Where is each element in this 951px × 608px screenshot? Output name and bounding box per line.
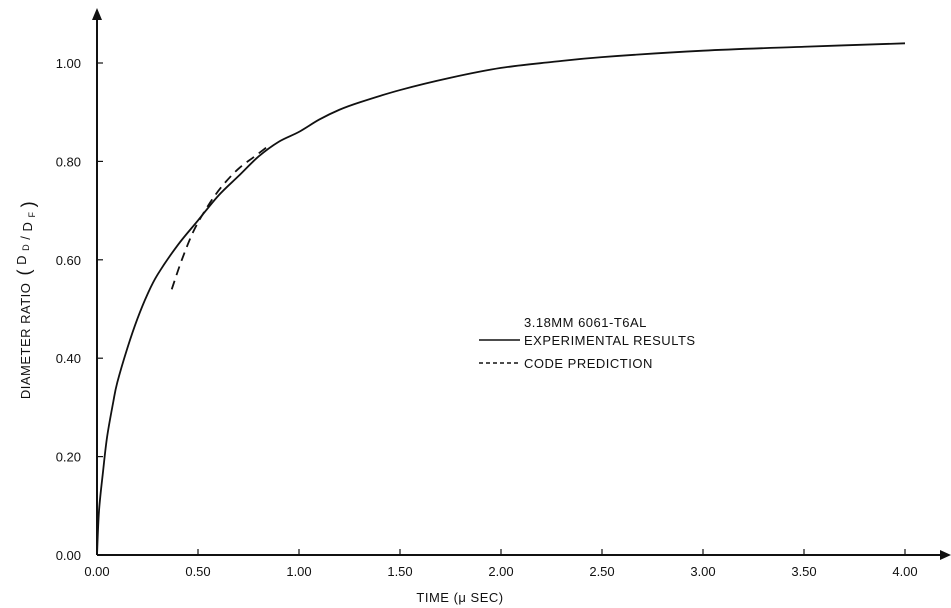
x-tick-label: 0.00 [84,564,109,579]
legend-title: 3.18MM 6061-T6AL [524,315,647,330]
svg-text:DIAMETER RATIO ( D: DIAMETER RATIO ( D D / D F ) [14,201,38,399]
x-tick-label: 3.50 [791,564,816,579]
x-tick-label: 3.00 [690,564,715,579]
x-tick-label: 4.00 [892,564,917,579]
y-axis-arrow-icon [92,8,102,20]
y-tick-label: 0.20 [56,450,81,465]
y-tick-label: 0.00 [56,548,81,563]
y-axis-title-den-sub: F [27,211,37,217]
series-group [96,42,906,556]
series-line-experimental [96,42,906,556]
y-axis-title-den: D [20,222,35,232]
x-tick-label: 0.50 [185,564,210,579]
y-axis-title-num: D [14,255,29,265]
x-axis-arrow-icon [940,550,951,560]
plot-area: 0.00 0.50 1.00 1.50 2.00 2.50 3.00 3.50 4.00 0.0… [56,8,951,579]
y-tick-label: 1.00 [56,56,81,71]
y-axis-title-slash: / [18,236,33,240]
y-axis-title-open-paren: ( [14,269,34,276]
legend: 3.18MM 6061-T6AL EXPERIMENTAL RESULTS CO… [479,315,696,371]
legend-label-code-prediction: CODE PREDICTION [524,356,653,371]
y-tick-label: 0.60 [56,253,81,268]
y-tick-group: 0.00 0.20 0.40 0.60 0.80 1.00 [56,56,103,563]
x-tick-group: 0.00 0.50 1.00 1.50 2.00 2.50 3.00 3.50 4.00 [84,549,918,579]
x-tick-label: 1.00 [286,564,311,579]
series-line-code-prediction [170,143,272,290]
y-axis-title-num-sub: D [21,244,31,251]
y-tick-label: 0.40 [56,351,81,366]
x-tick-label: 1.50 [387,564,412,579]
x-tick-label: 2.50 [589,564,614,579]
y-axis-title: DIAMETER RATIO ( D D / D F ) [14,201,38,399]
y-axis-title-main: DIAMETER RATIO [18,283,33,400]
x-axis-title: TIME (μ SEC) [416,590,503,605]
legend-label-experimental: EXPERIMENTAL RESULTS [524,333,696,348]
x-tick-label: 2.00 [488,564,513,579]
y-axis-title-close-paren: ) [18,201,38,208]
y-tick-label: 0.80 [56,154,81,169]
